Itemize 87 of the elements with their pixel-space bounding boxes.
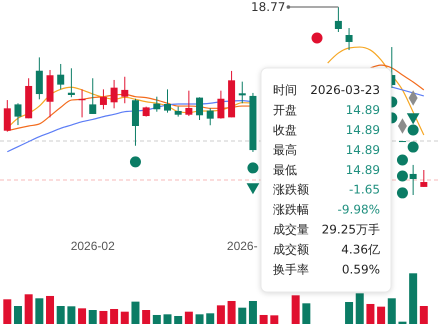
bar: [228, 300, 236, 324]
bar: [238, 308, 246, 324]
annotation: 时间: [273, 83, 297, 98]
candlestick: [57, 63, 64, 90]
bar: [88, 310, 97, 324]
candlestick: [110, 79, 118, 109]
bar: [110, 308, 118, 324]
bar: [270, 315, 278, 324]
candlestick: [206, 108, 214, 126]
annotation: 14.89: [346, 142, 380, 157]
bar: [184, 312, 193, 324]
bar: [142, 310, 150, 324]
text: 成交额: [273, 242, 309, 256]
bar: [409, 273, 418, 324]
annotation: 0.59%: [342, 262, 380, 276]
bar: [292, 295, 300, 324]
bar: [152, 314, 161, 324]
candlestick: [142, 106, 150, 118]
annotation: 2026-03-23: [310, 83, 380, 98]
point: [408, 142, 419, 153]
bar: [46, 296, 54, 324]
annotation: 最高: [273, 142, 297, 157]
text: 涨跌幅: [273, 202, 309, 217]
bar: [56, 306, 65, 324]
candlestick: [174, 106, 182, 118]
x-tick-label: 2026-: [226, 239, 258, 253]
candlestick: [334, 6, 342, 33]
annotation: -1.65: [348, 182, 380, 197]
candlestick: [36, 56, 43, 100]
candlestick: [196, 96, 204, 120]
candlestick: [346, 28, 353, 51]
annotation: 收盘: [273, 123, 297, 137]
bar: [377, 306, 386, 324]
candlestick: [4, 100, 11, 132]
text: 4.36亿: [341, 242, 380, 256]
point: [130, 156, 141, 168]
bar: [14, 306, 22, 324]
bar: [24, 294, 33, 324]
bar: [35, 298, 44, 324]
bar: [196, 314, 204, 324]
annotation: 最低: [273, 162, 297, 177]
bar: [345, 302, 354, 324]
annotation: 换手率: [273, 262, 309, 276]
bar: [420, 306, 428, 324]
bar: [356, 293, 364, 324]
annotation: 14.89: [346, 162, 380, 177]
bar: [164, 314, 172, 324]
bar: [131, 302, 140, 324]
candlestick: [100, 88, 107, 110]
candlestick: [420, 169, 428, 188]
x-tick-label: 2026-02: [70, 239, 116, 253]
point: [247, 162, 258, 174]
candlestick: [217, 90, 224, 120]
candlestick: [89, 78, 96, 114]
point: [396, 187, 408, 198]
bar: [388, 298, 396, 324]
bar: [366, 304, 374, 324]
point: [408, 124, 419, 136]
bar: [260, 314, 268, 324]
text: -9.98%: [338, 202, 380, 217]
bar: [206, 313, 214, 324]
candlestick: [121, 76, 128, 104]
bar: [248, 300, 257, 324]
point: [312, 32, 323, 44]
bar: [174, 316, 182, 324]
annotation: 14.89: [346, 103, 380, 118]
candlestick: [14, 102, 22, 126]
candlestick: [164, 88, 171, 114]
text: 29.25万手: [322, 222, 380, 236]
candlestick: [68, 68, 75, 98]
bar: [67, 306, 76, 324]
bar: [216, 305, 225, 324]
candlestick: [238, 81, 246, 104]
candlestick: [153, 96, 160, 112]
bar: [78, 308, 86, 324]
text: 成交量: [273, 222, 309, 236]
point: [396, 154, 408, 166]
bar: [3, 299, 12, 324]
bar: [120, 312, 129, 324]
bar: [302, 303, 310, 324]
point: [396, 170, 408, 182]
bar: [99, 310, 108, 324]
annotation: 14.89: [346, 123, 380, 137]
annotation: 涨跌额: [273, 182, 309, 197]
annotation: 开盘: [273, 103, 297, 118]
annotation: 18.77: [251, 0, 286, 14]
candlestick: [185, 90, 192, 117]
